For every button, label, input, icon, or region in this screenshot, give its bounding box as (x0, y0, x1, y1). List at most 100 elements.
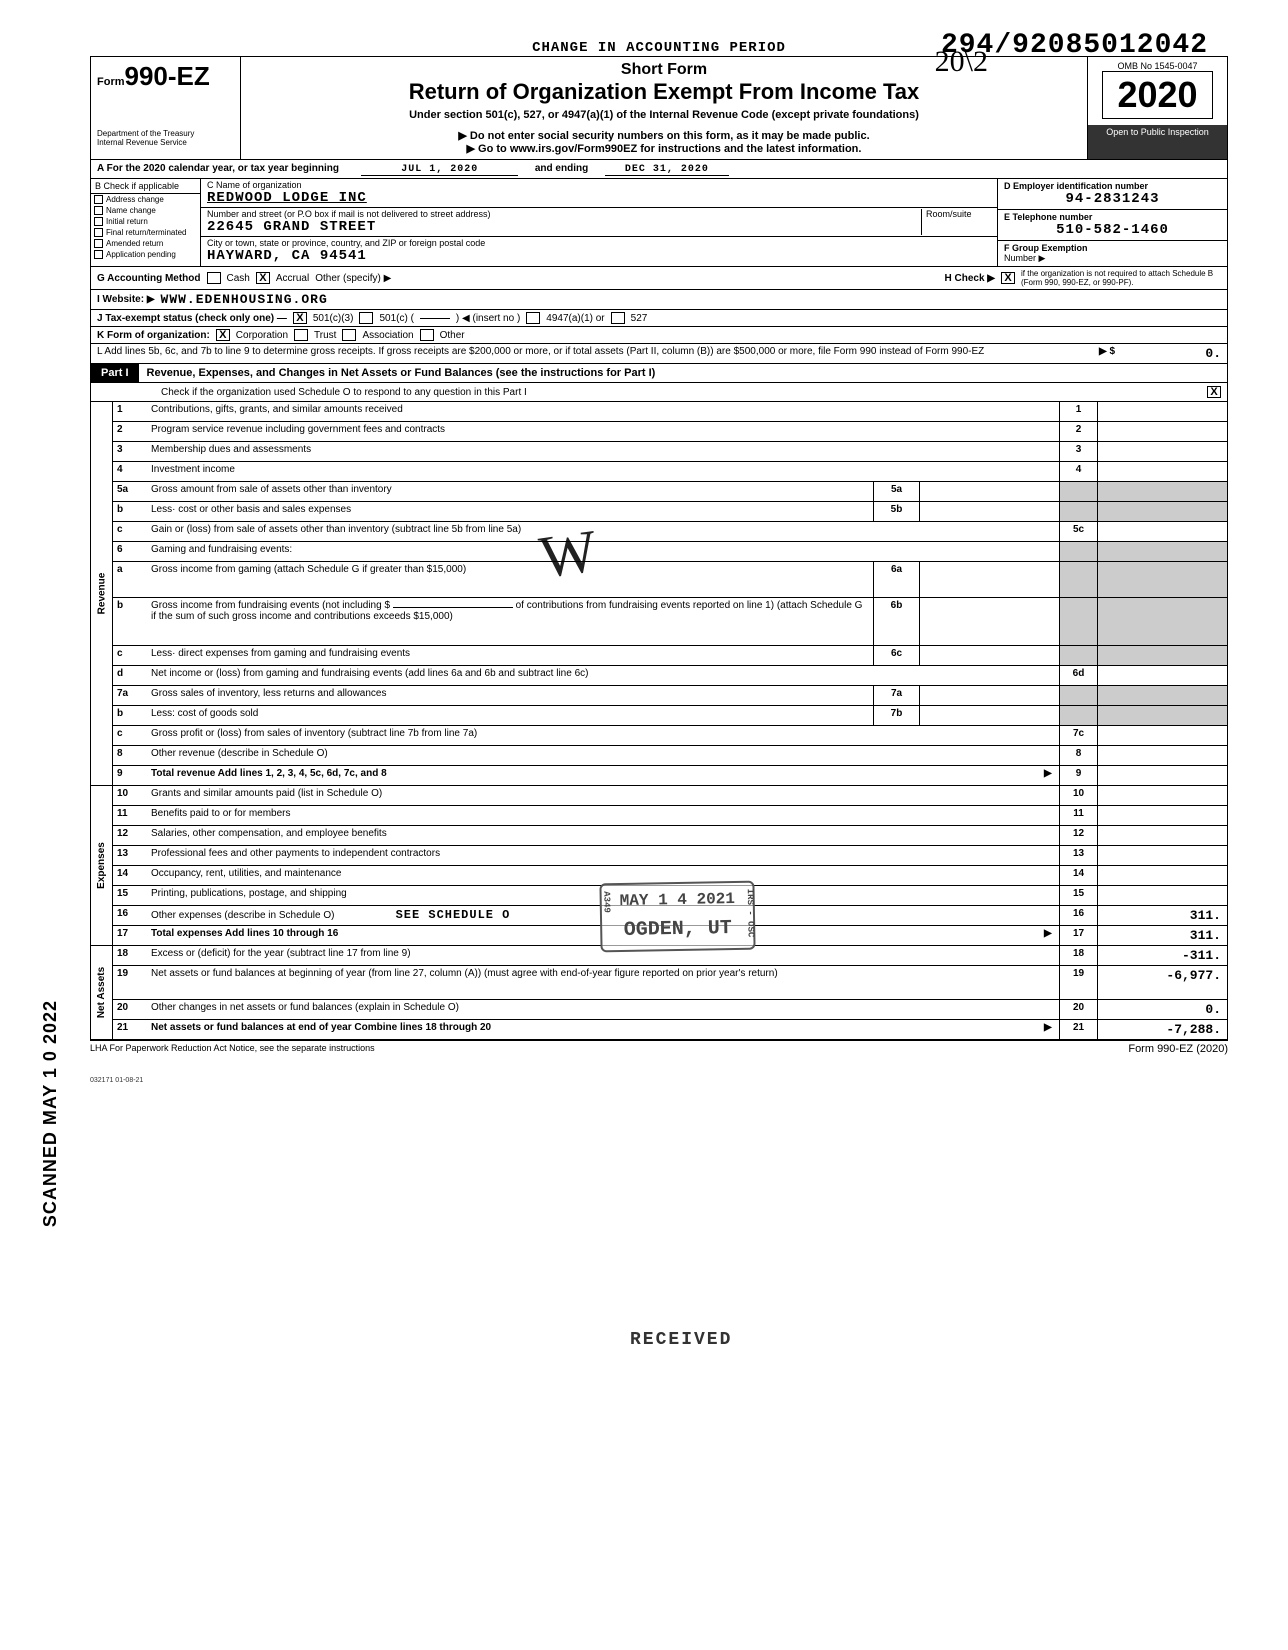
box-de: D Employer identification number 94-2831… (997, 179, 1227, 266)
chk-trust[interactable] (294, 329, 308, 341)
row-8-val (1097, 746, 1227, 765)
website-value: WWW.EDENHOUSING.ORG (161, 292, 328, 307)
lbl-accrual: Accrual (276, 273, 309, 284)
identity-block: B Check if applicable Address change Nam… (90, 179, 1228, 267)
row-2-desc: Program service revenue including govern… (147, 422, 1059, 441)
lbl-4947a1: 4947(a)(1) or (546, 313, 604, 324)
net-assets-side-label: Net Assets (91, 946, 113, 1040)
received-stamp: A349 MAY 1 4 2021 OGDEN, UT IRS - OSC (599, 881, 755, 952)
row-5c-val (1097, 522, 1227, 541)
line-k: K Form of organization: XCorporation Tru… (90, 327, 1228, 344)
address-label: Number and street (or P.O box if mail is… (207, 209, 921, 219)
lbl-name-change: Name change (106, 206, 156, 215)
row-17-val: 311. (1097, 926, 1227, 945)
instruction-line1: ▶ Do not enter social security numbers o… (247, 129, 1081, 142)
chk-association[interactable] (342, 329, 356, 341)
city-label: City or town, state or province, country… (207, 238, 991, 248)
chk-other-org[interactable] (420, 329, 434, 341)
lbl-other-method: Other (specify) ▶ (315, 273, 391, 284)
footer-right: Form 990-EZ (2020) (1128, 1043, 1228, 1055)
box-b-header: B Check if applicable (91, 179, 200, 194)
line-l: L Add lines 5b, 6c, and 7b to line 9 to … (90, 344, 1228, 364)
signature-scribble: 20\2 (935, 45, 988, 79)
part-1-check-text: Check if the organization used Schedule … (161, 387, 527, 398)
chk-accrual[interactable]: X (256, 272, 270, 284)
lbl-trust: Trust (314, 330, 336, 341)
part-1-check-row: Check if the organization used Schedule … (90, 383, 1228, 402)
chk-4947a1[interactable] (526, 312, 540, 324)
group-exemption-number-label: Number ▶ (1004, 253, 1045, 263)
line-l-text: L Add lines 5b, 6c, and 7b to line 9 to … (97, 346, 1093, 357)
chk-line-h[interactable]: X (1001, 272, 1015, 284)
chk-amended-return[interactable] (94, 239, 103, 248)
open-public-badge: Open to Public Inspection (1087, 125, 1227, 159)
tax-year-box: 2020 (1102, 71, 1212, 119)
row-6c-desc: Less· direct expenses from gaming and fu… (147, 646, 873, 665)
row-6d-desc: Net income or (loss) from gaming and fun… (147, 666, 1059, 685)
line-a-label: A For the 2020 calendar year, or tax yea… (97, 163, 339, 174)
row-11-desc: Benefits paid to or for members (147, 806, 1059, 825)
chk-name-change[interactable] (94, 206, 103, 215)
chk-application-pending[interactable] (94, 250, 103, 259)
line-l-arrow: ▶ $ (1099, 346, 1115, 357)
chk-501c3[interactable]: X (293, 312, 307, 324)
line-l-value: 0. (1121, 346, 1221, 361)
lbl-association: Association (362, 330, 413, 341)
tax-year-begin: JUL 1, 2020 (361, 164, 518, 176)
chk-address-change[interactable] (94, 195, 103, 204)
row-7a-desc: Gross sales of inventory, less returns a… (147, 686, 873, 705)
row-2-val (1097, 422, 1227, 441)
room-suite-label: Room/suite (921, 209, 991, 235)
lbl-other-org: Other (440, 330, 465, 341)
form-header-row2: Department of the Treasury Internal Reve… (90, 125, 1228, 160)
chk-schedule-o[interactable]: X (1207, 386, 1221, 398)
line-j: J Tax-exempt status (check only one) — X… (90, 310, 1228, 327)
line-i: I Website: ▶ WWW.EDENHOUSING.ORG (90, 290, 1228, 310)
row-6b-desc: Gross income from fundraising events (no… (147, 598, 873, 645)
chk-527[interactable] (611, 312, 625, 324)
row-3-val (1097, 442, 1227, 461)
row-12-val (1097, 826, 1227, 845)
chk-initial-return[interactable] (94, 217, 103, 226)
scanned-side-stamp: SCANNED MAY 1 0 2022 (40, 1000, 61, 1232)
lbl-527: 527 (631, 313, 648, 324)
form-version: 032171 01-08-21 (90, 1077, 1228, 1084)
chk-final-return[interactable] (94, 228, 103, 237)
chk-501c[interactable] (359, 312, 373, 324)
lbl-insert-no: ) ◀ (insert no ) (456, 313, 520, 324)
revenue-section: Revenue 1Contributions, gifts, grants, a… (90, 402, 1228, 786)
received-overlay-text: RECEIVED (630, 1330, 732, 1350)
row-20-desc: Other changes in net assets or fund bala… (147, 1000, 1059, 1019)
row-1-desc: Contributions, gifts, grants, and simila… (147, 402, 1059, 421)
line-h-label: H Check ▶ (945, 273, 995, 284)
row-7a-midval (919, 686, 1059, 705)
form-title: Return of Organization Exempt From Incom… (247, 79, 1081, 105)
expenses-side-label: Expenses (91, 786, 113, 946)
chk-corporation[interactable]: X (216, 329, 230, 341)
row-6c-midval (919, 646, 1059, 665)
row-8-desc: Other revenue (describe in Schedule O) (147, 746, 1059, 765)
org-name-label: C Name of organization (207, 180, 991, 190)
row-15-val (1097, 886, 1227, 905)
lbl-cash: Cash (227, 273, 250, 284)
stamp-date: MAY 1 4 2021 (620, 889, 736, 912)
row-20-val: 0. (1097, 1000, 1227, 1019)
row-19-val: -6,977. (1097, 966, 1227, 999)
row-7b-desc: Less: cost of goods sold (147, 706, 873, 725)
address-value: 22645 GRAND STREET (207, 219, 921, 235)
row-5b-desc: Less· cost or other basis and sales expe… (147, 502, 873, 521)
lbl-501c: 501(c) ( (379, 313, 413, 324)
part-1-label: Part I (91, 364, 139, 382)
lbl-amended-return: Amended return (106, 239, 163, 248)
row-5b-midval (919, 502, 1059, 521)
line-k-label: K Form of organization: (97, 330, 210, 341)
line-j-label: J Tax-exempt status (check only one) — (97, 313, 287, 324)
row-5a-midval (919, 482, 1059, 501)
tax-year-end: DEC 31, 2020 (605, 164, 729, 176)
form-header: Form990-EZ Short Form Return of Organiza… (90, 56, 1228, 125)
part-1-header: Part I Revenue, Expenses, and Changes in… (90, 364, 1228, 383)
instruction-line2: ▶ Go to www.irs.gov/Form990EZ for instru… (247, 142, 1081, 155)
ein-label: D Employer identification number (1004, 181, 1221, 191)
row-6a-desc: Gross income from gaming (attach Schedul… (147, 562, 873, 597)
chk-cash[interactable] (207, 272, 221, 284)
